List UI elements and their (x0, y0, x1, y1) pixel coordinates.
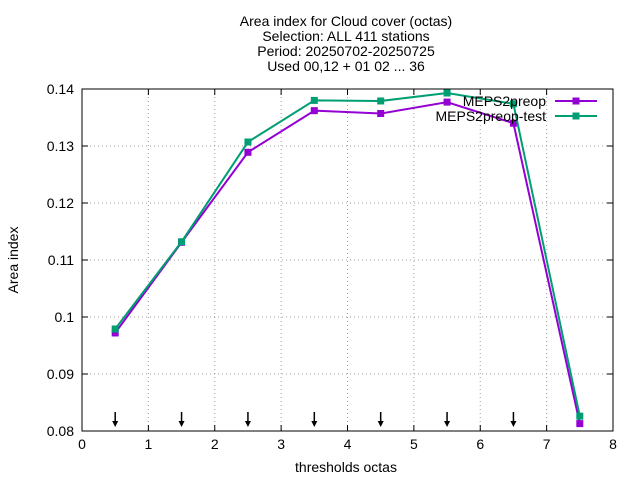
series-group (111, 89, 584, 428)
legend-label-1: MEPS2preop-test (436, 108, 547, 124)
series-point-0 (509, 119, 517, 127)
y-tick-label: 0.12 (47, 195, 74, 211)
series-point-0 (244, 148, 252, 156)
y-tick-label: 0.08 (47, 423, 74, 439)
title-line-4: Used 00,12 + 01 02 ... 36 (267, 58, 425, 74)
y-tick-label: 0.13 (47, 138, 74, 154)
x-tick-label: 2 (211, 436, 219, 452)
x-tick-label: 6 (476, 436, 484, 452)
threshold-arrows (112, 412, 517, 427)
y-tick-label: 0.14 (47, 81, 74, 97)
x-tick-label: 3 (277, 436, 285, 452)
legend-marker-1 (572, 112, 580, 120)
series-point-1 (178, 238, 186, 246)
x-tick-label: 8 (609, 436, 617, 452)
x-tick-label: 1 (144, 436, 152, 452)
series-point-0 (377, 110, 385, 118)
x-tick-label: 4 (344, 436, 352, 452)
series-point-1 (576, 412, 584, 420)
series-point-1 (509, 100, 517, 108)
y-axis-label: Area index (5, 227, 21, 294)
x-axis-label: thresholds octas (295, 459, 397, 475)
series-point-0 (310, 107, 318, 115)
series-point-1 (111, 325, 119, 333)
legend-marker-0 (572, 97, 580, 105)
x-tick-label: 5 (410, 436, 418, 452)
y-tick-label: 0.11 (48, 252, 74, 268)
y-tick-label: 0.1 (55, 309, 75, 325)
series-point-0 (576, 420, 584, 428)
threshold-arrow-head (112, 421, 119, 427)
series-line-0 (114, 101, 581, 424)
series-point-1 (443, 89, 451, 97)
x-tick-label: 0 (78, 436, 86, 452)
x-tick-label: 7 (543, 436, 551, 452)
series-point-1 (310, 96, 318, 104)
title-line-2: Selection: ALL 411 stations (262, 28, 429, 44)
threshold-arrow-head (178, 421, 185, 427)
y-tick-label: 0.09 (47, 366, 74, 382)
chart-title: Area index for Cloud cover (octas) Selec… (240, 13, 452, 74)
series-point-1 (377, 97, 385, 105)
series-point-0 (111, 329, 119, 337)
axis-ticks: 0 1 2 3 4 5 6 7 8 0.08 0.09 0.1 0.11 0.12 0.13 0.14 (47, 81, 617, 452)
title-line-3: Period: 20250702-20250725 (257, 43, 435, 59)
series-point-0 (443, 98, 451, 106)
threshold-arrow-head (510, 421, 517, 427)
threshold-arrow-head (444, 421, 451, 427)
plot-border (81, 88, 614, 432)
threshold-arrow-head (377, 421, 384, 427)
series-line-1 (114, 91, 581, 417)
threshold-arrow-head (244, 421, 251, 427)
plot-area (81, 88, 614, 432)
grid-lines (82, 89, 613, 431)
series-point-1 (244, 138, 252, 146)
legend-label-0: MEPS2preop (463, 93, 546, 109)
threshold-arrow-head (311, 421, 318, 427)
title-line-1: Area index for Cloud cover (octas) (240, 13, 452, 29)
